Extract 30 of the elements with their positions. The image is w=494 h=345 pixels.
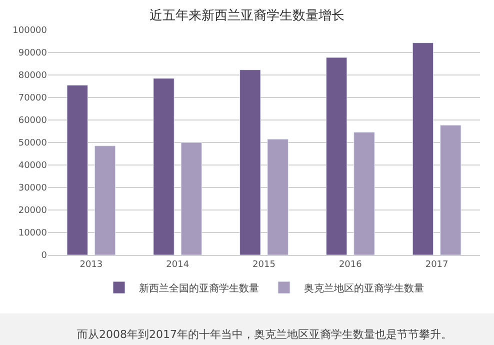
text: 而从2008年到2017年的十年当中，奥克兰地区亚裔学生数量也是节节攀升。	[77, 328, 452, 341]
bar	[240, 70, 261, 255]
x-tick-label: 2017	[425, 260, 448, 270]
legend-label: 新西兰全国的亚裔学生数量	[139, 282, 259, 294]
x-tick-label: 2016	[338, 260, 362, 270]
y-tick-label: 80000	[18, 71, 48, 82]
y-tick-label: 70000	[18, 94, 48, 104]
x-tick-label: 2013	[80, 260, 103, 270]
bar	[440, 124, 462, 255]
bar	[326, 57, 348, 255]
x-tick-label: 2015	[252, 260, 276, 270]
bar	[66, 84, 88, 255]
y-tick-label: 100000	[12, 26, 48, 36]
y-tick-label: 50000	[18, 138, 48, 149]
bar	[180, 142, 202, 255]
bar	[354, 132, 375, 255]
bar	[412, 42, 434, 255]
y-tick-label: 30000	[18, 184, 48, 194]
bar	[153, 78, 174, 255]
y-tick-label: 40000	[18, 161, 48, 172]
y-tick-label: 20000	[18, 206, 48, 216]
chart-title: 近五年来新西兰亚裔学生数量增长	[150, 7, 344, 24]
y-tick-label: 60000	[18, 116, 48, 126]
y-tick-label: 90000	[18, 48, 48, 59]
bar	[94, 146, 116, 255]
y-tick-label: 10000	[18, 228, 48, 239]
legend-label: 奥克兰地区的亚裔学生数量	[304, 282, 424, 294]
bar	[267, 138, 288, 255]
x-tick-label: 2014	[166, 260, 190, 270]
y-tick-label: 0	[41, 251, 48, 262]
